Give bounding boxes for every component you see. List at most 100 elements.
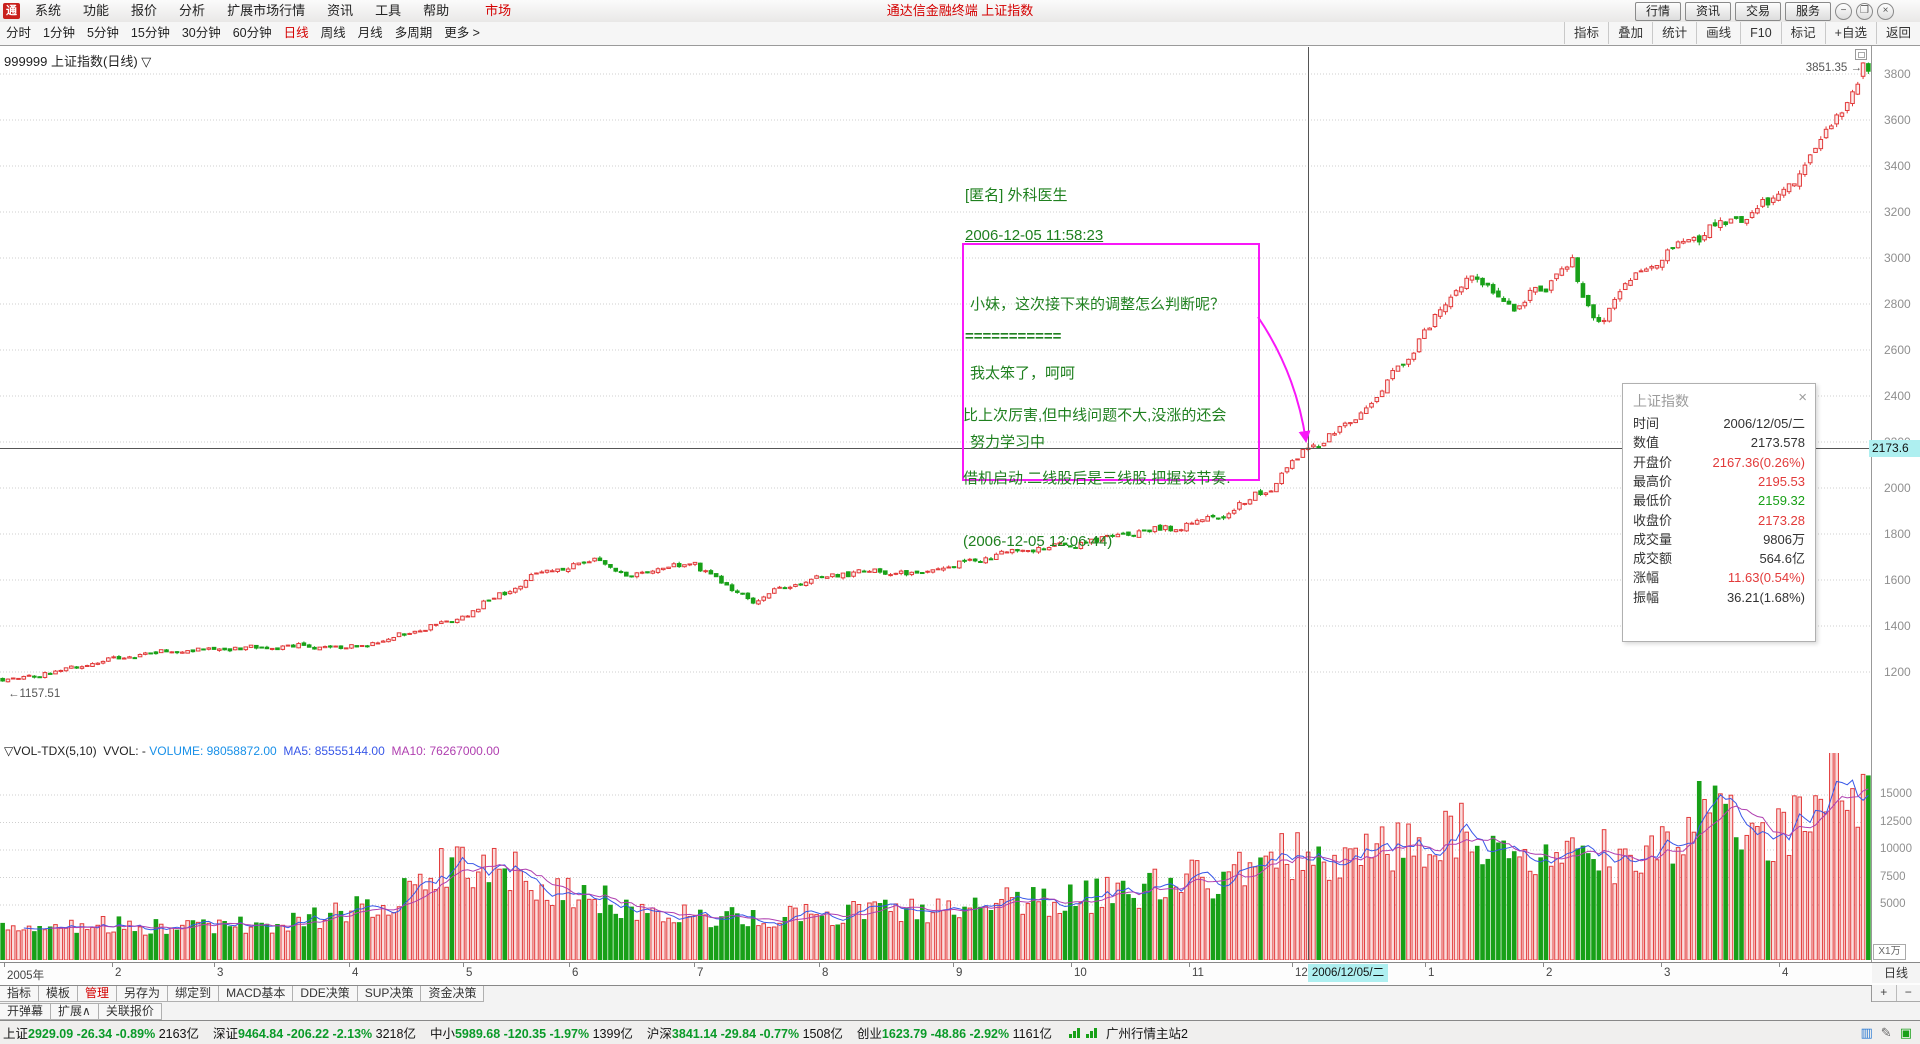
index-pct: -0.89% (115, 1027, 159, 1041)
tab-资金决策[interactable]: 资金决策 (420, 985, 485, 1002)
period-更多 >[interactable]: 更多 > (444, 26, 480, 40)
menu-item-扩展市场行情[interactable]: 扩展市场行情 (227, 3, 306, 18)
period-30分钟[interactable]: 30分钟 (181, 26, 221, 40)
tab-DDE决策[interactable]: DDE决策 (292, 985, 358, 1002)
menu-item-系统[interactable]: 系统 (35, 3, 62, 18)
price-axis-label: 1800 (1884, 527, 1911, 541)
window-controls: 行情 资讯 交易 服务 − ❐ × (1635, 2, 1894, 21)
index-amount: 1161亿 (1012, 1027, 1052, 1041)
month-tick (1779, 963, 1780, 967)
tab-另存为[interactable]: 另存为 (116, 985, 169, 1002)
restore-icon[interactable]: ❐ (1856, 3, 1873, 20)
price-axis-label: 1400 (1884, 619, 1911, 633)
tool-F10[interactable]: F10 (1740, 22, 1781, 44)
server-name[interactable]: 广州行情主站2 (1105, 1027, 1188, 1041)
volume-axis-label: 7500 (1880, 870, 1906, 883)
date-axis: 2005年 2 3 4 5 6 7 8 9 10 11 12 1 2 3 4 (0, 962, 1920, 986)
tool-返回[interactable]: 返回 (1875, 22, 1920, 44)
month-label-6: 6 (572, 967, 579, 979)
tab-MACD基本[interactable]: MACD基本 (218, 985, 294, 1002)
tab-开弹幕[interactable]: 开弹幕 (0, 1003, 52, 1020)
service-button[interactable]: 服务 (1785, 2, 1831, 21)
volume-indicator-header[interactable]: ▽VOL-TDX(5,10) VVOL: - VOLUME: 98058872.… (4, 744, 500, 758)
period-15分钟[interactable]: 15分钟 (130, 26, 170, 40)
month-label-3: 3 (1664, 967, 1671, 979)
menu-item-帮助[interactable]: 帮助 (423, 3, 450, 18)
menu-item-market[interactable]: 市场 (485, 3, 512, 18)
menu-item-工具[interactable]: 工具 (375, 3, 402, 18)
month-tick (819, 963, 820, 967)
tab-模板[interactable]: 模板 (38, 985, 79, 1002)
tool-叠加[interactable]: 叠加 (1608, 22, 1652, 44)
index-amount: 3218亿 (375, 1027, 416, 1041)
candlestick-plot[interactable] (0, 45, 1871, 744)
market-bars-icon (1068, 1027, 1080, 1038)
pen-icon[interactable]: ✎ (1880, 1024, 1892, 1040)
tab-扩展∧[interactable]: 扩展∧ (50, 1003, 99, 1020)
panel-row-最高价: 最高价 2195.53 (1633, 472, 1805, 491)
menu-item-报价[interactable]: 报价 (131, 3, 158, 18)
theme-icon[interactable]: ▣ (1899, 1024, 1912, 1040)
app-logo-icon: 通 (3, 3, 20, 19)
price-axis-label: 1600 (1884, 573, 1911, 587)
menu-item-资讯[interactable]: 资讯 (327, 3, 354, 18)
tab-关联报价[interactable]: 关联报价 (97, 1003, 162, 1020)
zoom-controls: + − (1872, 985, 1920, 1002)
zoom-in-button[interactable]: + (1880, 985, 1888, 999)
tab-绑定到[interactable]: 绑定到 (167, 985, 220, 1002)
pane-expand-icon[interactable] (1855, 49, 1867, 60)
month-label-3: 3 (217, 967, 224, 979)
tool-统计[interactable]: 统计 (1652, 22, 1696, 44)
month-tick (1292, 963, 1293, 967)
status-bar: 上证2929.09 -26.34 -0.89% 2163亿 深证9464.84 -… (0, 1020, 1920, 1044)
zoom-out-button[interactable]: − (1895, 985, 1920, 1001)
symbol-label[interactable]: 999999 上证指数(日线) ▽ (4, 54, 152, 69)
tab-管理[interactable]: 管理 (77, 985, 118, 1002)
menu-item-功能[interactable]: 功能 (83, 3, 110, 18)
index-pct: -0.77% (759, 1027, 803, 1041)
month-label-2005年: 2005年 (7, 970, 45, 982)
signal-icon[interactable]: ▥ (1860, 1024, 1873, 1040)
period-周线[interactable]: 周线 (320, 26, 346, 40)
close-icon[interactable]: × (1877, 3, 1894, 20)
panel-row-数值: 数值 2173.578 (1633, 433, 1805, 452)
tab-SUP决策[interactable]: SUP决策 (356, 985, 422, 1002)
trade-button[interactable]: 交易 (1735, 2, 1781, 21)
volume-axis-label: 15000 (1880, 788, 1912, 800)
tab-指标[interactable]: 指标 (0, 985, 40, 1002)
news-button[interactable]: 资讯 (1685, 2, 1731, 21)
tool-标记[interactable]: 标记 (1780, 22, 1825, 44)
period-5分钟[interactable]: 5分钟 (86, 26, 119, 40)
index-quote-创业: 创业1623.79 -48.86 -2.92% 1161亿 (857, 1027, 1052, 1041)
volume-ma10-value: MA10: 76267000.00 (384, 744, 500, 758)
tool-画线[interactable]: 画线 (1696, 22, 1740, 44)
period-月线[interactable]: 月线 (357, 26, 383, 40)
panel-row-value: 2167.36(0.26%) (1712, 454, 1805, 470)
panel-title: 上证指数 (1633, 393, 1689, 409)
month-tick (1425, 963, 1426, 967)
period-indicator[interactable]: 日线 (1872, 963, 1920, 983)
volume-plot[interactable] (0, 753, 1871, 960)
panel-row-label: 成交额 (1633, 551, 1673, 567)
period-日线[interactable]: 日线 (283, 26, 309, 40)
minimize-icon[interactable]: − (1835, 3, 1852, 20)
axis-divider (1871, 45, 1872, 1002)
quote-info-panel[interactable]: 上证指数 × 时间 2006/12/05/二 数值 2173.578 开盘价 2167.3… (1622, 383, 1816, 642)
index-pct: -2.13% (332, 1027, 376, 1041)
period-60分钟[interactable]: 60分钟 (232, 26, 272, 40)
index-change: -120.35 (500, 1027, 550, 1041)
price-axis-label: 1200 (1884, 665, 1911, 679)
tool-+自选[interactable]: +自选 (1824, 22, 1876, 44)
panel-row-振幅: 振幅 36.21(1.68%) (1633, 588, 1805, 607)
panel-row-收盘价: 收盘价 2173.28 (1633, 511, 1805, 530)
period-多周期[interactable]: 多周期 (394, 26, 433, 40)
period-1分钟[interactable]: 1分钟 (43, 26, 75, 40)
month-label-2: 2 (1546, 967, 1553, 979)
menu-item-分析[interactable]: 分析 (179, 3, 206, 18)
panel-row-label: 开盘价 (1633, 454, 1673, 470)
panel-close-icon[interactable]: × (1798, 389, 1807, 406)
month-tick (953, 963, 954, 967)
quotes-button[interactable]: 行情 (1635, 2, 1681, 21)
period-分时[interactable]: 分时 (6, 26, 32, 40)
tool-指标[interactable]: 指标 (1564, 22, 1608, 44)
